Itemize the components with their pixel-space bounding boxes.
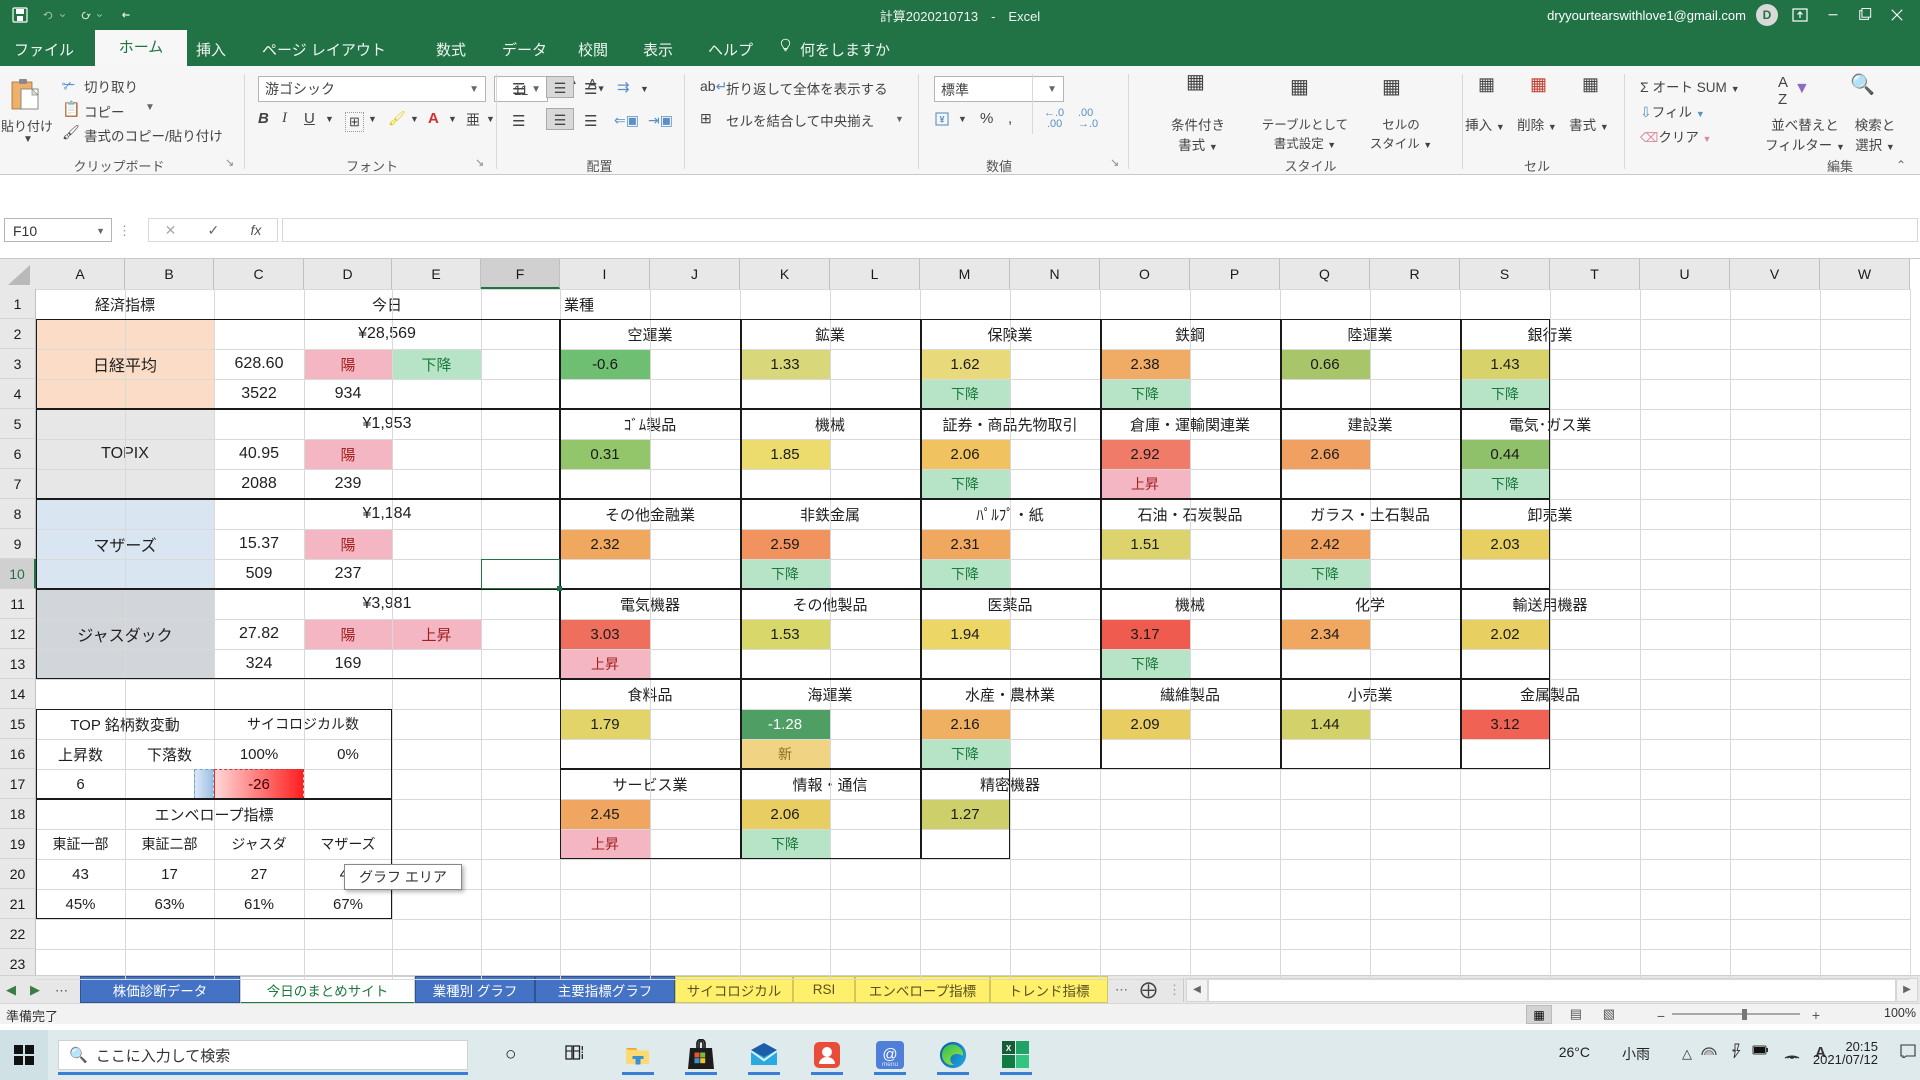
svg-text:menu: menu bbox=[882, 1061, 899, 1068]
svg-text:¥: ¥ bbox=[939, 115, 944, 125]
svg-text:X: X bbox=[1006, 1044, 1012, 1053]
